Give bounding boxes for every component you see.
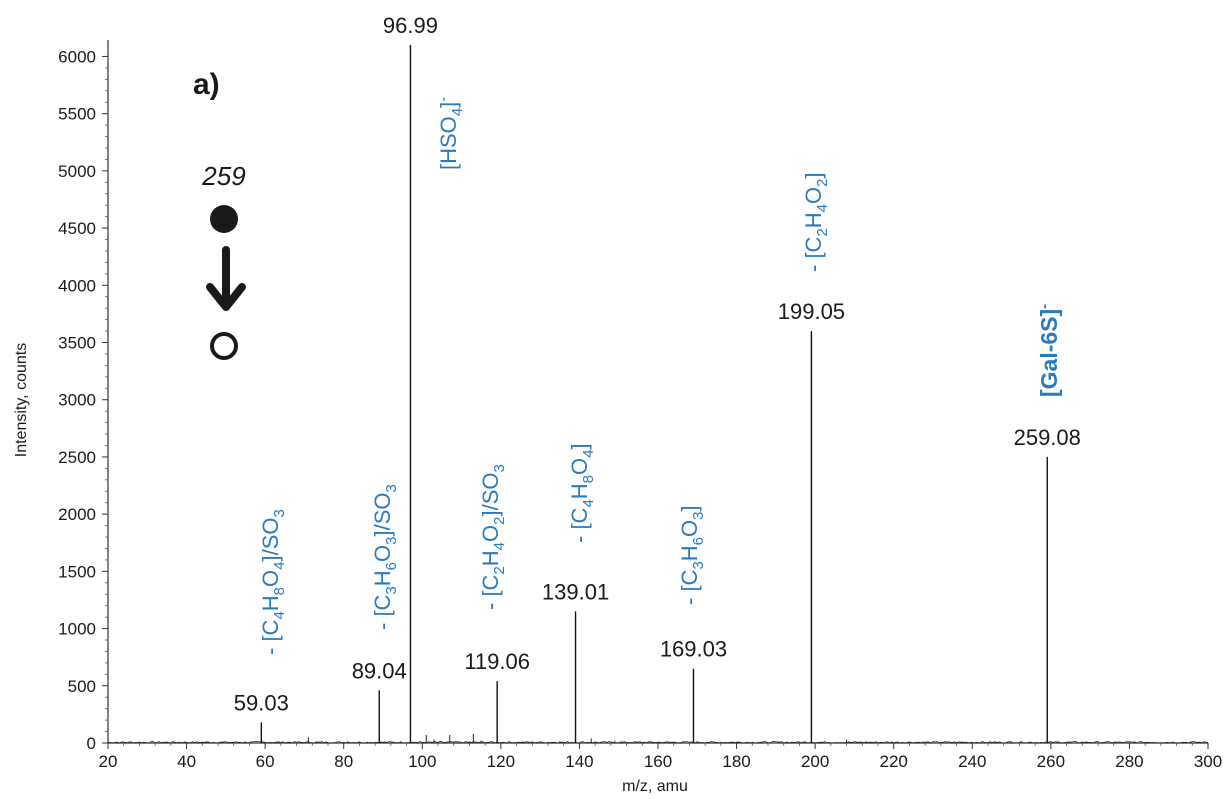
peak-label-96.99: 96.99 [383, 13, 438, 38]
spectrum-peaks [221, 45, 1048, 743]
precursor-mass: 259 [201, 161, 245, 191]
baseline-noise [107, 741, 1209, 744]
y-tick-label-4500: 4500 [58, 219, 96, 238]
x-tick-label-280: 280 [1115, 752, 1143, 771]
x-axis-title: m/z, amu [622, 778, 688, 795]
fragment-label-139: - [C4H8O4] [567, 443, 597, 543]
peak-label-199.05: 199.05 [778, 299, 845, 324]
fragment-label-89: - [C3H6O3]/SO3 [370, 484, 400, 630]
fragment-label-119: - [C2H4O2]/SO3 [478, 464, 508, 610]
x-axis-ticks: 20 40 60 80 100 120 140 160 180 200 220 240 260 280 30… [99, 743, 1222, 771]
y-tick-label-3500: 3500 [58, 334, 96, 353]
peak-labels: 59.03 89.04 96.99 119.06 139.01 169.03 199.05 2… [234, 13, 1081, 715]
y-tick-label-0: 0 [87, 734, 96, 753]
y-tick-label-5000: 5000 [58, 162, 96, 181]
x-tick-label-240: 240 [958, 752, 986, 771]
fragment-label-169: - [C3H6O3] [677, 505, 707, 605]
fragment-label-59: - [C4H8O4]/SO3 [258, 509, 288, 655]
y-tick-label-500: 500 [68, 677, 96, 696]
peak-label-139.01: 139.01 [542, 579, 609, 604]
x-tick-label-180: 180 [722, 752, 750, 771]
precursor-scheme: 259 [201, 161, 246, 360]
x-tick-label-20: 20 [99, 752, 118, 771]
peak-label-169.03: 169.03 [660, 637, 727, 662]
x-tick-label-260: 260 [1037, 752, 1065, 771]
down-arrow-icon [206, 246, 246, 311]
y-tick-label-2500: 2500 [58, 448, 96, 467]
x-tick-label-120: 120 [487, 752, 515, 771]
x-tick-label-220: 220 [880, 752, 908, 771]
x-tick-label-100: 100 [408, 752, 436, 771]
x-tick-label-80: 80 [334, 752, 353, 771]
x-tick-label-140: 140 [565, 752, 593, 771]
y-axis-title: Intensity, counts [13, 343, 30, 457]
y-tick-label-6000: 6000 [58, 47, 96, 66]
x-tick-label-40: 40 [177, 752, 196, 771]
y-tick-label-4000: 4000 [58, 276, 96, 295]
fragment-label-199: - [C2H4O2] [801, 172, 831, 272]
baseline-trace [107, 741, 1209, 744]
fragment-label-97: [HSO4]- [435, 97, 466, 170]
filled-circle-icon [210, 205, 238, 233]
peak-label-89.04: 89.04 [352, 658, 407, 683]
panel-label: a) [193, 68, 220, 101]
fragment-annotations: - [C4H8O4]/SO3 - [C3H6O3]/SO3 [HSO4]- - … [258, 97, 1062, 655]
open-circle-icon [210, 332, 238, 360]
peak-label-259.08: 259.08 [1014, 425, 1081, 450]
y-tick-label-2000: 2000 [58, 505, 96, 524]
x-tick-label-60: 60 [256, 752, 275, 771]
peak-label-59.03: 59.03 [234, 690, 289, 715]
fragment-label-gal6s: [Gal-6S]- [1036, 304, 1062, 397]
x-tick-label-300: 300 [1194, 752, 1222, 771]
x-tick-label-160: 160 [644, 752, 672, 771]
y-tick-label-3000: 3000 [58, 391, 96, 410]
peak-label-119.06: 119.06 [464, 649, 530, 674]
y-axis-ticks: 0 500 1000 1500 2000 2500 3000 3500 4000 4500 5000… [58, 47, 108, 753]
y-tick-label-1000: 1000 [58, 620, 96, 639]
y-tick-label-5500: 5500 [58, 105, 96, 124]
y-tick-label-1500: 1500 [58, 562, 96, 581]
x-tick-label-200: 200 [801, 752, 829, 771]
